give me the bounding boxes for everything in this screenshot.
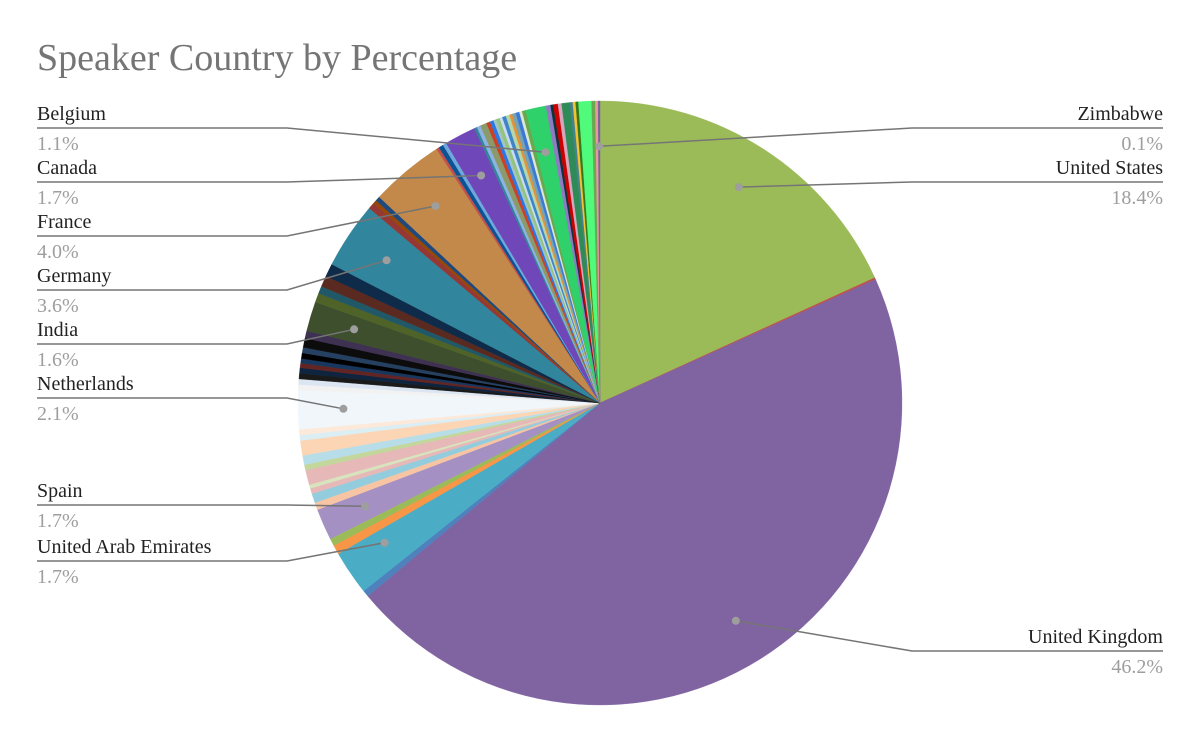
slice-label-spain: Spain — [37, 480, 83, 502]
leader-dot-germany — [382, 256, 391, 265]
leader-dot-france — [431, 202, 440, 210]
leader-lines — [37, 127, 1163, 652]
leader-line-canada — [37, 174, 482, 183]
leader-dot-united-arab-emirates — [380, 538, 389, 547]
leader-line-united-states — [738, 181, 1163, 188]
slice-percent-united-arab-emirates: 1.7% — [37, 566, 79, 588]
leader-line-france — [37, 205, 436, 237]
slice-zimbabwe — [597, 100, 601, 404]
slice-percent-netherlands: 2.1% — [37, 403, 79, 425]
leader-line-belgium — [37, 127, 546, 153]
pie-slices — [297, 100, 903, 706]
slice-label-netherlands: Netherlands — [37, 373, 134, 395]
slice-label-india: India — [37, 319, 78, 341]
leader-line-zimbabwe — [599, 127, 1163, 148]
slice-percent-belgium: 1.1% — [37, 133, 79, 155]
leader-dot-zimbabwe — [595, 142, 604, 151]
leader-dot-canada — [477, 171, 486, 180]
leader-dot-india — [350, 325, 359, 334]
slice-percent-canada: 1.7% — [37, 187, 79, 209]
slice-percent-united-kingdom: 46.2% — [1111, 656, 1163, 678]
slice-label-united-arab-emirates: United Arab Emirates — [37, 536, 212, 558]
slice-united-states — [599, 100, 876, 404]
leader-line-united-arab-emirates — [37, 541, 385, 562]
slice-label-belgium: Belgium — [37, 103, 106, 125]
slice-percent-india: 1.6% — [37, 349, 79, 371]
slice-label-germany: Germany — [37, 265, 111, 287]
slice-percent-zimbabwe: 0.1% — [1121, 133, 1163, 155]
slice-label-zimbabwe: Zimbabwe — [1077, 103, 1163, 125]
slice-percent-spain: 1.7% — [37, 510, 79, 532]
leader-line-india — [37, 328, 355, 345]
leader-line-germany — [37, 259, 387, 291]
leader-dot-united-states — [734, 183, 743, 192]
slice-label-united-kingdom: United Kingdom — [1028, 626, 1163, 648]
slice-label-united-states: United States — [1056, 157, 1163, 179]
slice-percent-germany: 3.6% — [37, 295, 79, 317]
leader-line-netherlands — [37, 397, 344, 410]
leader-line-spain — [37, 504, 366, 507]
chart-title: Speaker Country by Percentage — [37, 37, 517, 79]
leader-line-united-kingdom — [735, 620, 1163, 652]
leader-dot-spain — [361, 502, 369, 511]
slice-united-kingdom — [367, 279, 903, 706]
leader-dot-united-kingdom — [731, 616, 740, 625]
slice-percent-france: 4.0% — [37, 241, 79, 263]
slice-labels: United States 18.4% United Kingdom 46.2% Uni… — [37, 103, 1163, 678]
leader-dot-netherlands — [339, 404, 348, 413]
slice-label-france: France — [37, 211, 92, 233]
leader-dot-belgium — [541, 148, 550, 157]
slice-label-canada: Canada — [37, 157, 97, 179]
slice-percent-united-states: 18.4% — [1111, 187, 1163, 209]
